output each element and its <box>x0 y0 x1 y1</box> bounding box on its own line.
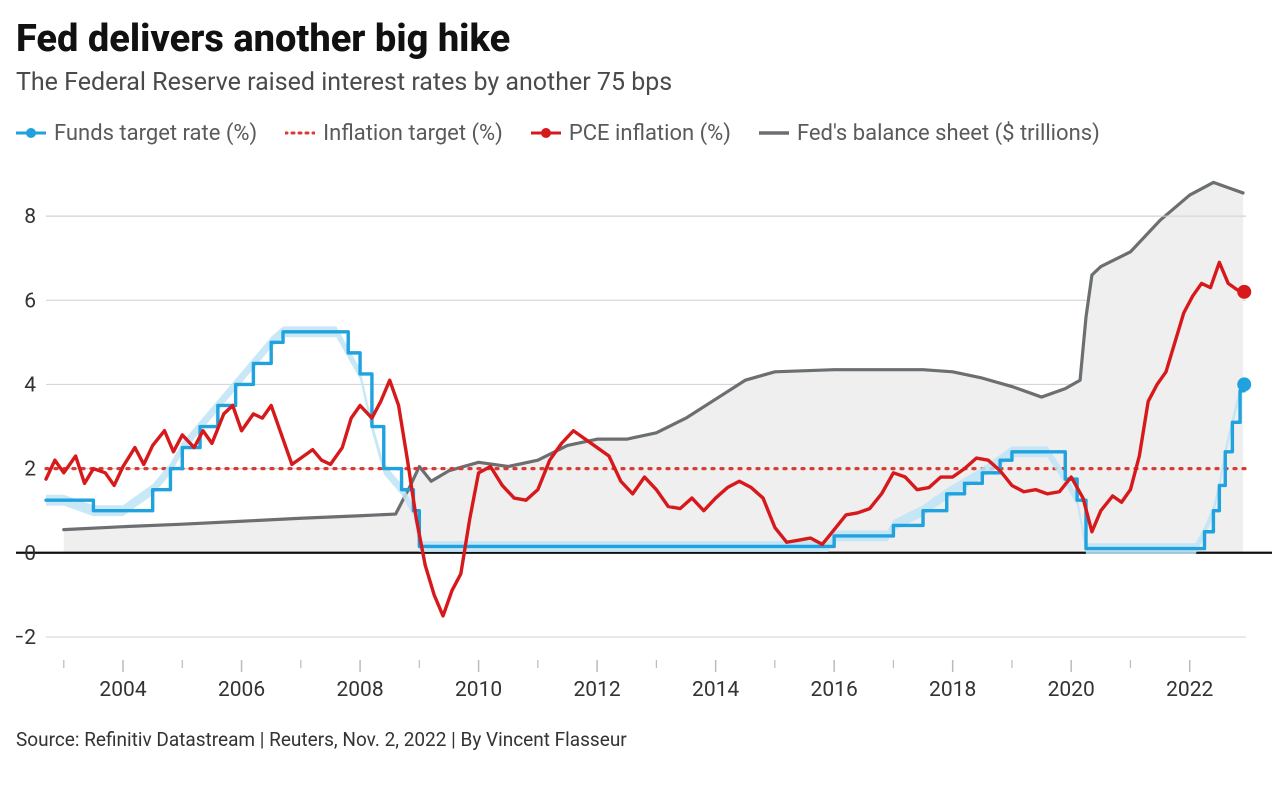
legend-swatch-balance <box>759 126 789 140</box>
legend-swatch-pce <box>531 126 561 140</box>
chart-footer: Source: Refinitiv Datastream | Reuters, … <box>16 728 1272 751</box>
svg-text:2008: 2008 <box>336 678 383 702</box>
svg-text:2012: 2012 <box>574 678 621 702</box>
svg-text:4: 4 <box>24 373 36 397</box>
legend-swatch-inflation-target <box>285 126 315 140</box>
chart-title: Fed delivers another big hike <box>16 18 1272 62</box>
svg-text:2016: 2016 <box>811 678 858 702</box>
svg-text:−2: −2 <box>16 626 36 650</box>
svg-text:2020: 2020 <box>1048 678 1095 702</box>
svg-text:2010: 2010 <box>455 678 502 702</box>
svg-text:2014: 2014 <box>692 678 739 702</box>
svg-text:2022: 2022 <box>1166 678 1213 702</box>
legend-item-pce: PCE inflation (%) <box>531 121 731 146</box>
legend-swatch-funds <box>16 126 46 140</box>
svg-text:0: 0 <box>24 541 36 565</box>
legend-item-inflation-target: Inflation target (%) <box>285 121 503 146</box>
legend-label-pce: PCE inflation (%) <box>569 121 731 146</box>
svg-text:2018: 2018 <box>929 678 976 702</box>
chart-container: Fed delivers another big hike The Federa… <box>0 0 1288 800</box>
svg-text:2004: 2004 <box>99 678 146 702</box>
legend-label-funds: Funds target rate (%) <box>54 121 257 146</box>
svg-text:8: 8 <box>24 205 36 229</box>
chart-legend: Funds target rate (%) Inflation target (… <box>16 121 1272 146</box>
legend-label-balance: Fed's balance sheet ($ trillions) <box>797 121 1100 146</box>
chart-plot: −2 0 2 4 6 8 2004 2006 2008 2010 2012 2014 2016 2018 2… <box>16 158 1272 718</box>
chart-subtitle: The Federal Reserve raised interest rate… <box>16 68 1272 97</box>
svg-text:2006: 2006 <box>218 678 265 702</box>
svg-text:6: 6 <box>24 289 36 313</box>
svg-text:2: 2 <box>24 457 36 481</box>
legend-label-inflation-target: Inflation target (%) <box>323 121 503 146</box>
legend-item-funds: Funds target rate (%) <box>16 121 257 146</box>
legend-item-balance: Fed's balance sheet ($ trillions) <box>759 121 1100 146</box>
chart-svg: −2 0 2 4 6 8 2004 2006 2008 2010 2012 2014 2016 2018 2… <box>16 158 1272 718</box>
